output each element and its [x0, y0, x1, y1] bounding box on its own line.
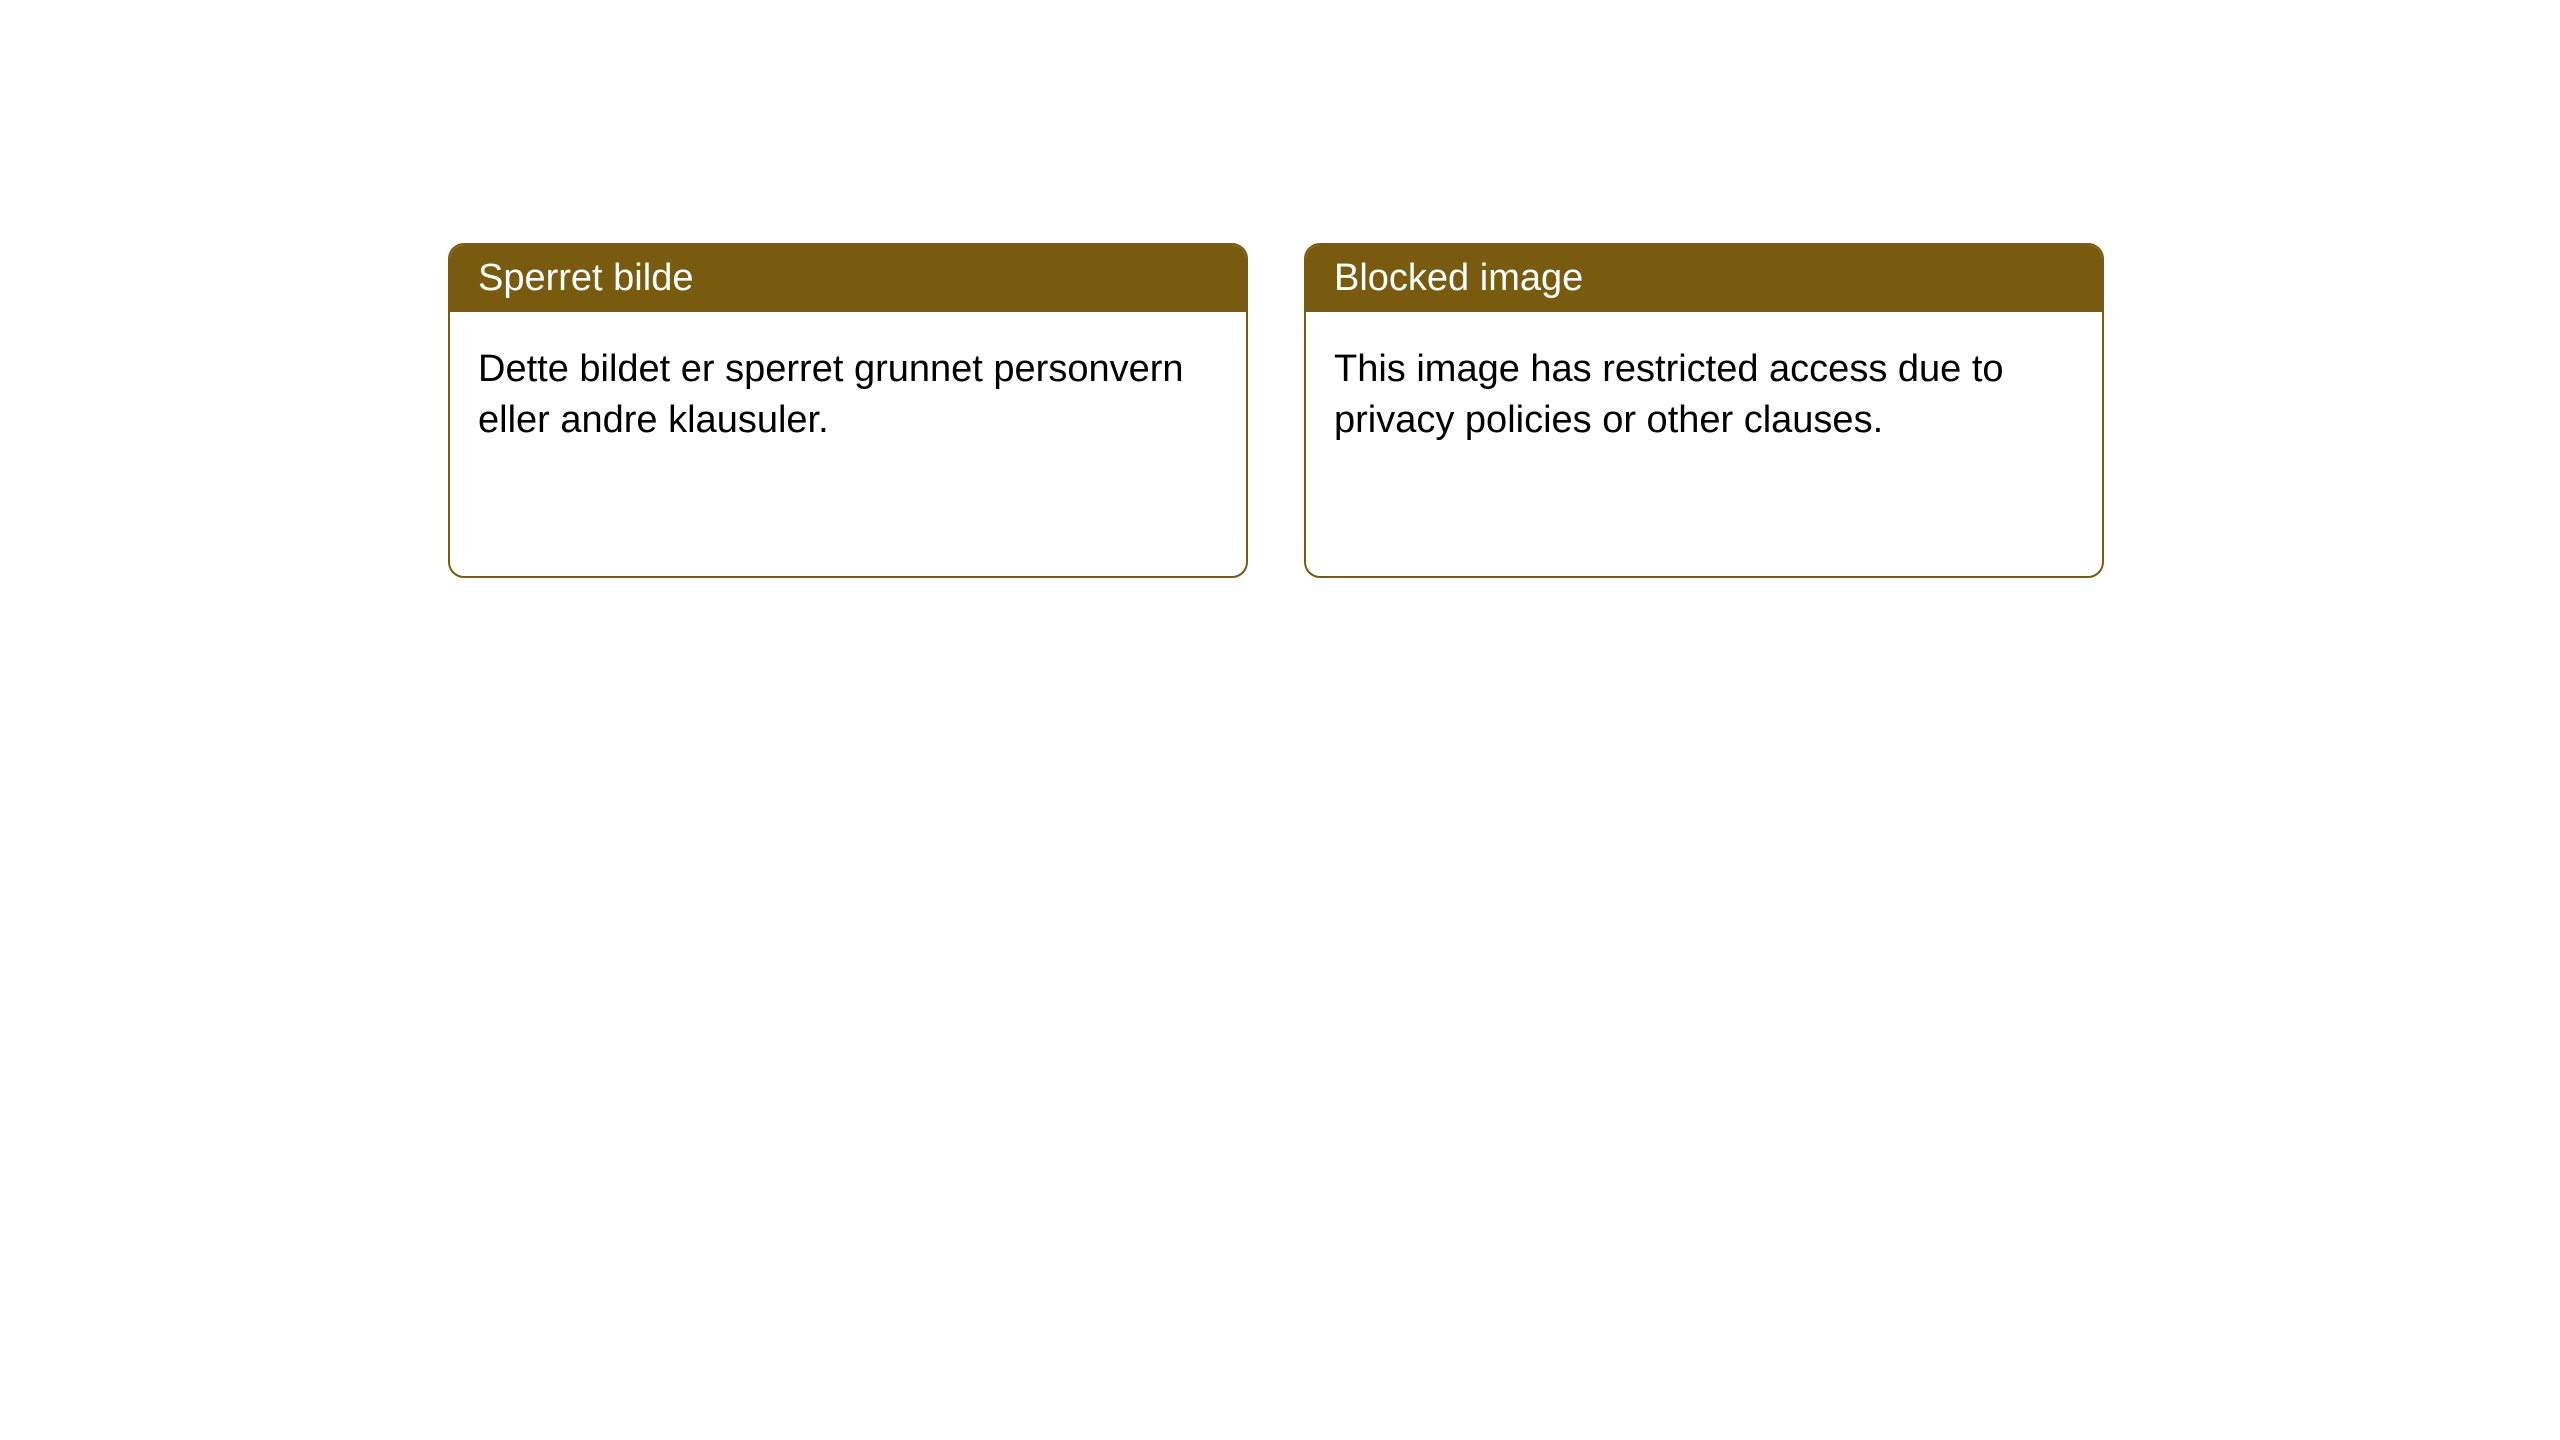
notice-header: Sperret bilde	[450, 245, 1246, 312]
notice-header-text: Sperret bilde	[478, 257, 693, 299]
notice-header-text: Blocked image	[1334, 257, 1583, 299]
notice-body-text: Dette bildet er sperret grunnet personve…	[478, 348, 1184, 441]
notice-card-norwegian: Sperret bilde Dette bildet er sperret gr…	[448, 243, 1248, 578]
notice-body: This image has restricted access due to …	[1306, 312, 2102, 479]
notice-header: Blocked image	[1306, 245, 2102, 312]
notice-body: Dette bildet er sperret grunnet personve…	[450, 312, 1246, 479]
notice-card-english: Blocked image This image has restricted …	[1304, 243, 2104, 578]
notice-body-text: This image has restricted access due to …	[1334, 348, 2004, 441]
notice-container: Sperret bilde Dette bildet er sperret gr…	[448, 243, 2104, 578]
